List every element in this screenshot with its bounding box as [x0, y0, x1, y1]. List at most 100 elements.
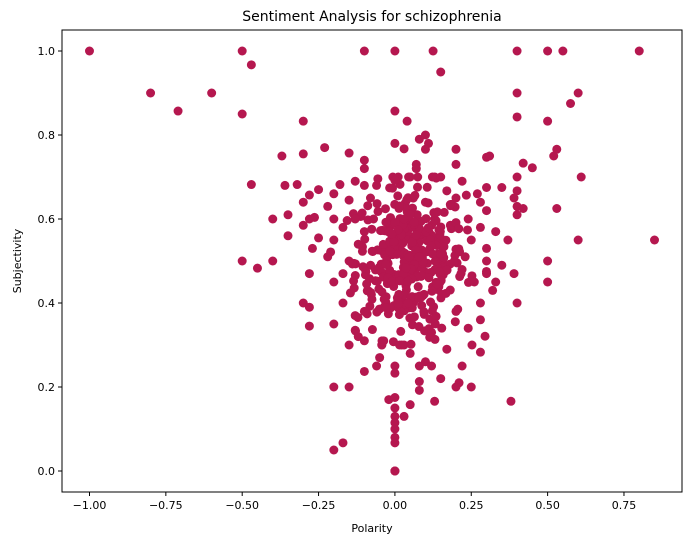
scatter-point [402, 116, 412, 126]
scatter-point [414, 293, 424, 303]
plot-frame [61, 29, 683, 493]
scatter-point [430, 334, 440, 344]
scatter-point [399, 214, 409, 224]
scatter-point [457, 176, 467, 186]
scatter-point [381, 303, 391, 313]
scatter-point [409, 217, 419, 227]
scatter-point [428, 249, 438, 259]
scatter-point [390, 438, 400, 448]
x-tick-label: −0.75 [149, 499, 183, 512]
scatter-point [558, 46, 568, 56]
scatter-point [329, 235, 339, 245]
scatter-point [344, 148, 354, 158]
scatter-point [314, 185, 324, 195]
scatter-point [375, 353, 385, 363]
scatter-point [506, 396, 516, 406]
scatter-point [463, 225, 473, 235]
scatter-point [395, 276, 405, 286]
scatter-point [411, 245, 421, 255]
scatter-point [436, 172, 446, 182]
scatter-point [475, 315, 485, 325]
scatter-point [456, 269, 466, 279]
scatter-point [342, 216, 352, 226]
scatter-point [399, 411, 409, 421]
scatter-point [512, 186, 522, 196]
scatter-point [387, 229, 397, 239]
scatter-point [359, 164, 369, 174]
scatter-point [411, 230, 421, 240]
scatter-point [390, 368, 400, 378]
scatter-point [512, 172, 522, 182]
scatter-point [634, 46, 644, 56]
scatter-point [475, 197, 485, 207]
scatter-point [402, 195, 412, 205]
scatter-point [442, 186, 452, 196]
scatter-point [403, 276, 413, 286]
scatter-point [338, 298, 348, 308]
scatter-point [566, 99, 576, 108]
scatter-point [246, 180, 256, 190]
scatter-point [392, 249, 402, 259]
scatter-point [573, 235, 583, 245]
scatter-point [390, 466, 400, 476]
scatter-point [463, 323, 473, 333]
x-tick-label: −1.00 [73, 499, 107, 512]
scatter-point [445, 200, 455, 210]
x-axis: −1.00 −0.75 −0.50 −0.25 0.00 0.25 0.50 0.75 [73, 492, 636, 512]
scatter-point [422, 182, 432, 192]
scatter-point [390, 218, 400, 228]
scatter-point [379, 294, 389, 304]
y-tick-label: 0.0 [38, 465, 56, 478]
scatter-point [430, 256, 440, 266]
scatter-point [372, 361, 382, 371]
scatter-point [304, 321, 314, 331]
scatter-point [437, 323, 447, 333]
y-axis-label: Subjectivity [11, 228, 24, 293]
scatter-point [359, 336, 369, 346]
scatter-point [543, 46, 553, 56]
scatter-point [84, 46, 94, 56]
scatter-point [414, 252, 424, 262]
scatter-point [480, 331, 490, 341]
scatter-point [390, 411, 400, 421]
chart-title: Sentiment Analysis for schizophrenia [242, 9, 501, 25]
scatter-point [373, 206, 383, 216]
scatter-point [393, 299, 403, 309]
scatter-point [338, 438, 348, 448]
x-axis-label: Polarity [351, 522, 393, 535]
scatter-point [461, 190, 471, 200]
scatter-point [277, 151, 287, 161]
y-tick-label: 1.0 [38, 45, 56, 58]
scatter-point [414, 385, 424, 395]
scatter-point [457, 361, 467, 371]
scatter-point [436, 374, 446, 384]
scatter-point [329, 277, 339, 287]
scatter-point [512, 298, 522, 308]
scatter-point [366, 260, 376, 270]
scatter-point [423, 223, 433, 233]
scatter-point [442, 265, 452, 275]
scatter-point [407, 237, 417, 247]
scatter-point [518, 158, 528, 168]
scatter-point [381, 217, 391, 227]
scatter-point [463, 214, 473, 224]
scatter-point [482, 183, 492, 192]
y-tick-label: 0.8 [38, 129, 56, 142]
scatter-point [390, 418, 400, 428]
scatter-point [385, 246, 395, 256]
scatter-point [323, 201, 333, 211]
scatter-point [482, 256, 492, 266]
scatter-point [380, 204, 390, 214]
scatter-point [246, 60, 256, 70]
scatter-point [512, 112, 522, 122]
scatter-point [420, 144, 430, 154]
scatter-point [437, 289, 447, 299]
scatter-point [432, 279, 442, 289]
scatter-point [381, 259, 391, 269]
scatter-point [207, 88, 217, 98]
scatter-point [349, 283, 359, 293]
scatter-point [329, 214, 339, 224]
scatter-point [427, 361, 437, 371]
y-tick-label: 0.2 [38, 381, 56, 394]
scatter-point [432, 207, 442, 217]
